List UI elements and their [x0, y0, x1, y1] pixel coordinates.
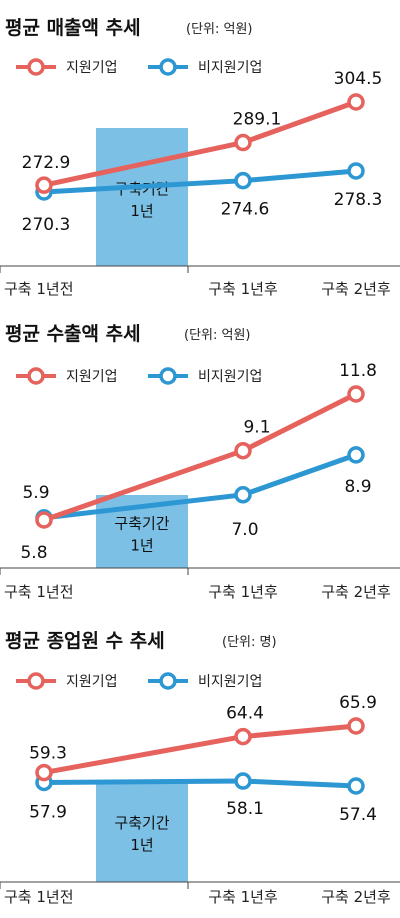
data-label-s2-2: 7.0 [231, 520, 258, 540]
legend-label-2: 비지원기업 [198, 369, 262, 385]
legend-marker-1 [27, 58, 45, 76]
x-tick-label-1: 구축 1년전 [4, 583, 74, 601]
chart-unit: (단위: 억원) [186, 22, 253, 37]
data-point-s1-1 [35, 176, 53, 194]
data-label-s1-2: 64.4 [226, 704, 264, 724]
series-line-2 [43, 778, 357, 789]
data-label-s1-3: 65.9 [339, 693, 377, 713]
legend-label-2: 비지원기업 [198, 674, 262, 690]
data-label-s2-3: 278.3 [334, 190, 383, 210]
data-label-s2-2: 274.6 [221, 200, 270, 220]
x-tick-label-3: 구축 2년후 [321, 280, 391, 298]
x-tick-label-3: 구축 2년후 [321, 888, 391, 906]
data-point-s1-2 [234, 133, 252, 152]
data-point-s2-3 [347, 162, 365, 180]
x-tick-label-1: 구축 1년전 [4, 280, 74, 298]
x-tick-label-2: 구축 1년후 [208, 583, 278, 601]
data-label-s2-2: 58.1 [226, 799, 264, 819]
data-label-s1-2: 289.1 [233, 110, 282, 130]
construction-period-band [96, 128, 188, 266]
data-point-s1-2 [234, 441, 252, 460]
data-label-s1-1: 5.8 [20, 543, 47, 563]
construction-period-band [96, 780, 188, 882]
data-point-s1-1 [35, 763, 53, 782]
legend-marker-1 [27, 367, 45, 385]
data-label-s2-1: 57.9 [29, 802, 67, 822]
data-point-s2-2 [234, 171, 252, 190]
x-tick-label-2: 구축 1년후 [208, 280, 278, 298]
band-label-line1: 구축기간 [114, 515, 169, 533]
data-label-s2-3: 8.9 [344, 477, 371, 497]
x-tick-label-1: 구축 1년전 [4, 888, 74, 906]
legend-marker-2 [159, 367, 177, 385]
data-point-s1-1 [35, 511, 53, 529]
data-point-s2-2 [234, 772, 252, 790]
data-label-s1-1: 59.3 [29, 744, 67, 764]
data-label-s1-1: 272.9 [22, 153, 71, 173]
data-label-s1-3: 11.8 [339, 361, 377, 381]
data-point-s2-2 [234, 486, 252, 504]
data-label-s2-3: 57.4 [339, 805, 377, 825]
data-label-s2-1: 5.9 [22, 483, 49, 503]
data-point-s1-3 [347, 93, 365, 111]
data-point-s1-2 [234, 727, 252, 746]
legend-marker-1 [27, 672, 45, 690]
data-point-s2-3 [347, 777, 365, 795]
x-tick-label-2: 구축 1년후 [208, 888, 278, 906]
data-label-s1-3: 304.5 [334, 69, 383, 89]
chart-title: 평균 종업원 수 추세 [5, 630, 165, 652]
legend-marker-2 [159, 672, 177, 690]
legend-label-1: 지원기업 [66, 674, 118, 690]
legend-marker-2 [159, 58, 177, 76]
band-label-line1: 구축기간 [114, 814, 169, 832]
data-label-s2-1: 270.3 [22, 215, 71, 235]
data-point-s1-3 [347, 385, 365, 403]
data-point-s1-3 [347, 717, 365, 735]
chart-unit: (단위: 명) [222, 635, 277, 650]
legend-label-1: 지원기업 [66, 60, 118, 76]
legend-label-2: 비지원기업 [198, 60, 262, 76]
band-label-line2: 1년 [130, 836, 153, 854]
chart-title: 평균 수출액 추세 [5, 323, 141, 345]
data-point-s2-3 [347, 446, 365, 464]
legend-label-1: 지원기업 [66, 369, 118, 385]
series-line-1 [43, 723, 357, 776]
chart-title: 평균 매출액 추세 [5, 17, 141, 39]
band-label-line2: 1년 [130, 537, 153, 555]
x-tick-label-3: 구축 2년후 [321, 583, 391, 601]
data-label-s1-2: 9.1 [243, 418, 270, 438]
chart-unit: (단위: 억원) [184, 328, 251, 343]
band-label-line2: 1년 [130, 202, 153, 220]
